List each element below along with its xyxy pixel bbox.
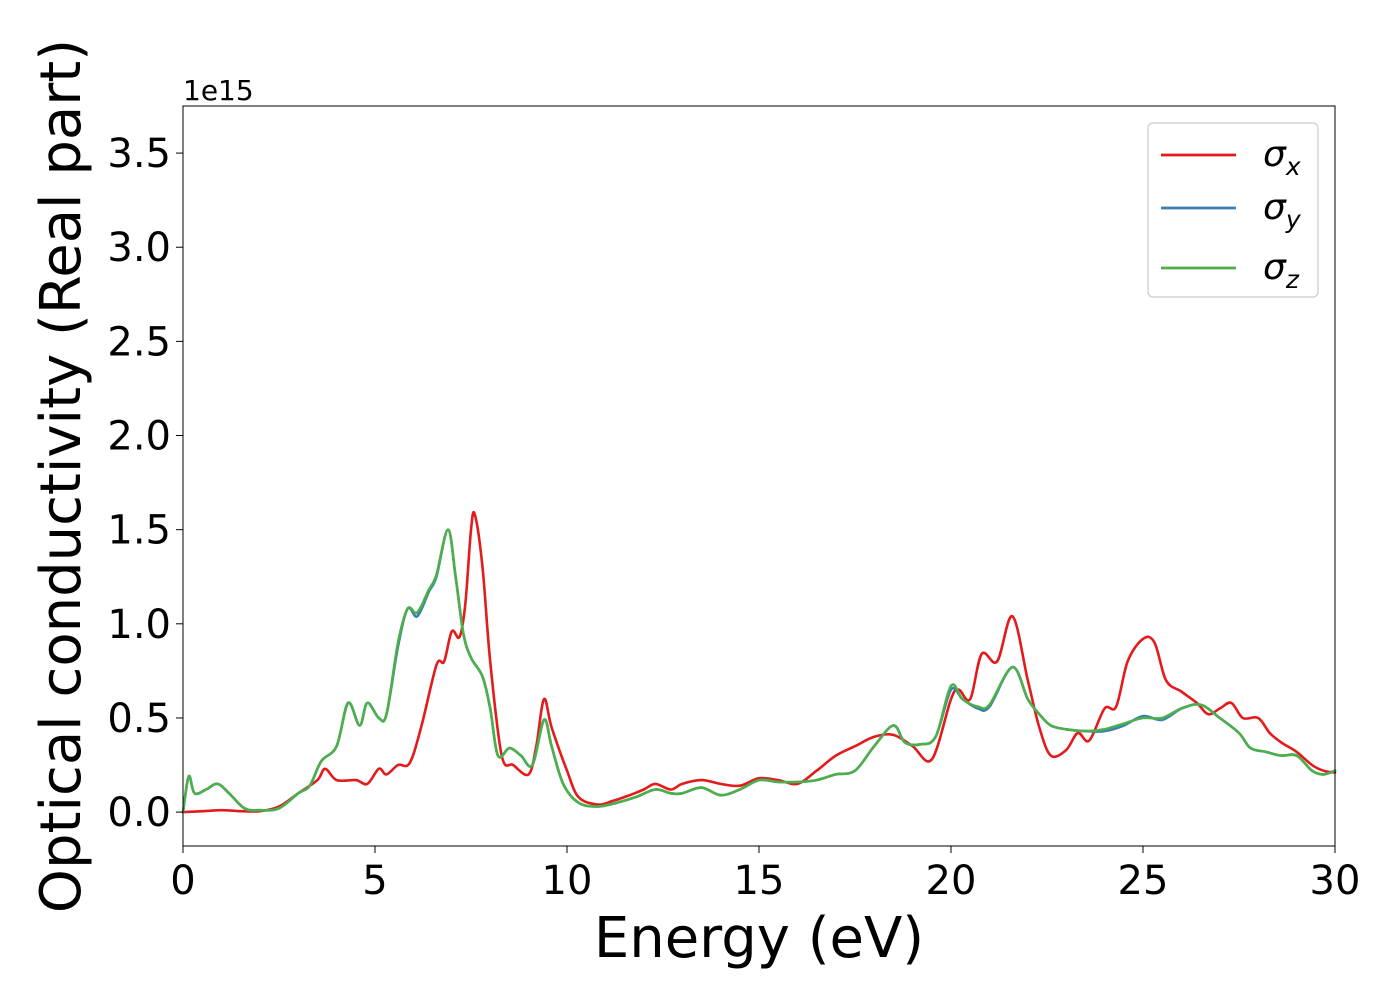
y-tick-label: 0.0 xyxy=(107,790,171,836)
x-tick-label: 10 xyxy=(542,858,593,904)
series-line-sigma-z xyxy=(181,528,1337,814)
legend-label-sigma-x: σx xyxy=(1263,134,1301,181)
y-tick-label: 3.5 xyxy=(107,131,171,177)
y-tick-label: 2.5 xyxy=(107,319,171,365)
x-tick-label: 25 xyxy=(1118,858,1169,904)
x-tick-label: 5 xyxy=(362,858,387,904)
legend-label-subscript: y xyxy=(1285,205,1302,234)
legend-box xyxy=(1147,122,1319,298)
y-tick-label: 1.0 xyxy=(107,602,171,648)
series-line-sigma-x xyxy=(181,510,1337,814)
legend-label-symbol: σ xyxy=(1263,134,1287,175)
legend-label-subscript: z xyxy=(1285,265,1300,294)
y-axis-ticks: 0.0 0.5 1.0 1.5 2.0 2.5 3.0 3.5 xyxy=(107,131,183,836)
x-tick-label: 0 xyxy=(170,858,195,904)
legend-label-symbol: σ xyxy=(1263,187,1287,228)
x-tick-label: 15 xyxy=(734,858,785,904)
y-offset-label: 1e15 xyxy=(183,74,254,107)
x-tick-label: 30 xyxy=(1310,858,1361,904)
y-tick-label: 2.0 xyxy=(107,414,171,460)
x-axis-ticks: 0 5 10 15 20 25 30 xyxy=(170,846,1360,904)
legend-label-symbol: σ xyxy=(1263,247,1287,288)
legend-label-subscript: x xyxy=(1285,152,1301,181)
y-axis-label: Optical conductivity (Real part) xyxy=(29,39,94,913)
x-axis-label: Energy (eV) xyxy=(594,906,924,971)
y-tick-label: 0.5 xyxy=(107,696,171,742)
x-tick-label: 20 xyxy=(926,858,977,904)
y-tick-label: 1.5 xyxy=(107,508,171,554)
legend-label-sigma-z: σz xyxy=(1263,247,1300,294)
legend-label-sigma-y: σy xyxy=(1263,187,1302,234)
y-tick-label: 3.0 xyxy=(107,225,171,271)
series-lines xyxy=(181,510,1337,814)
